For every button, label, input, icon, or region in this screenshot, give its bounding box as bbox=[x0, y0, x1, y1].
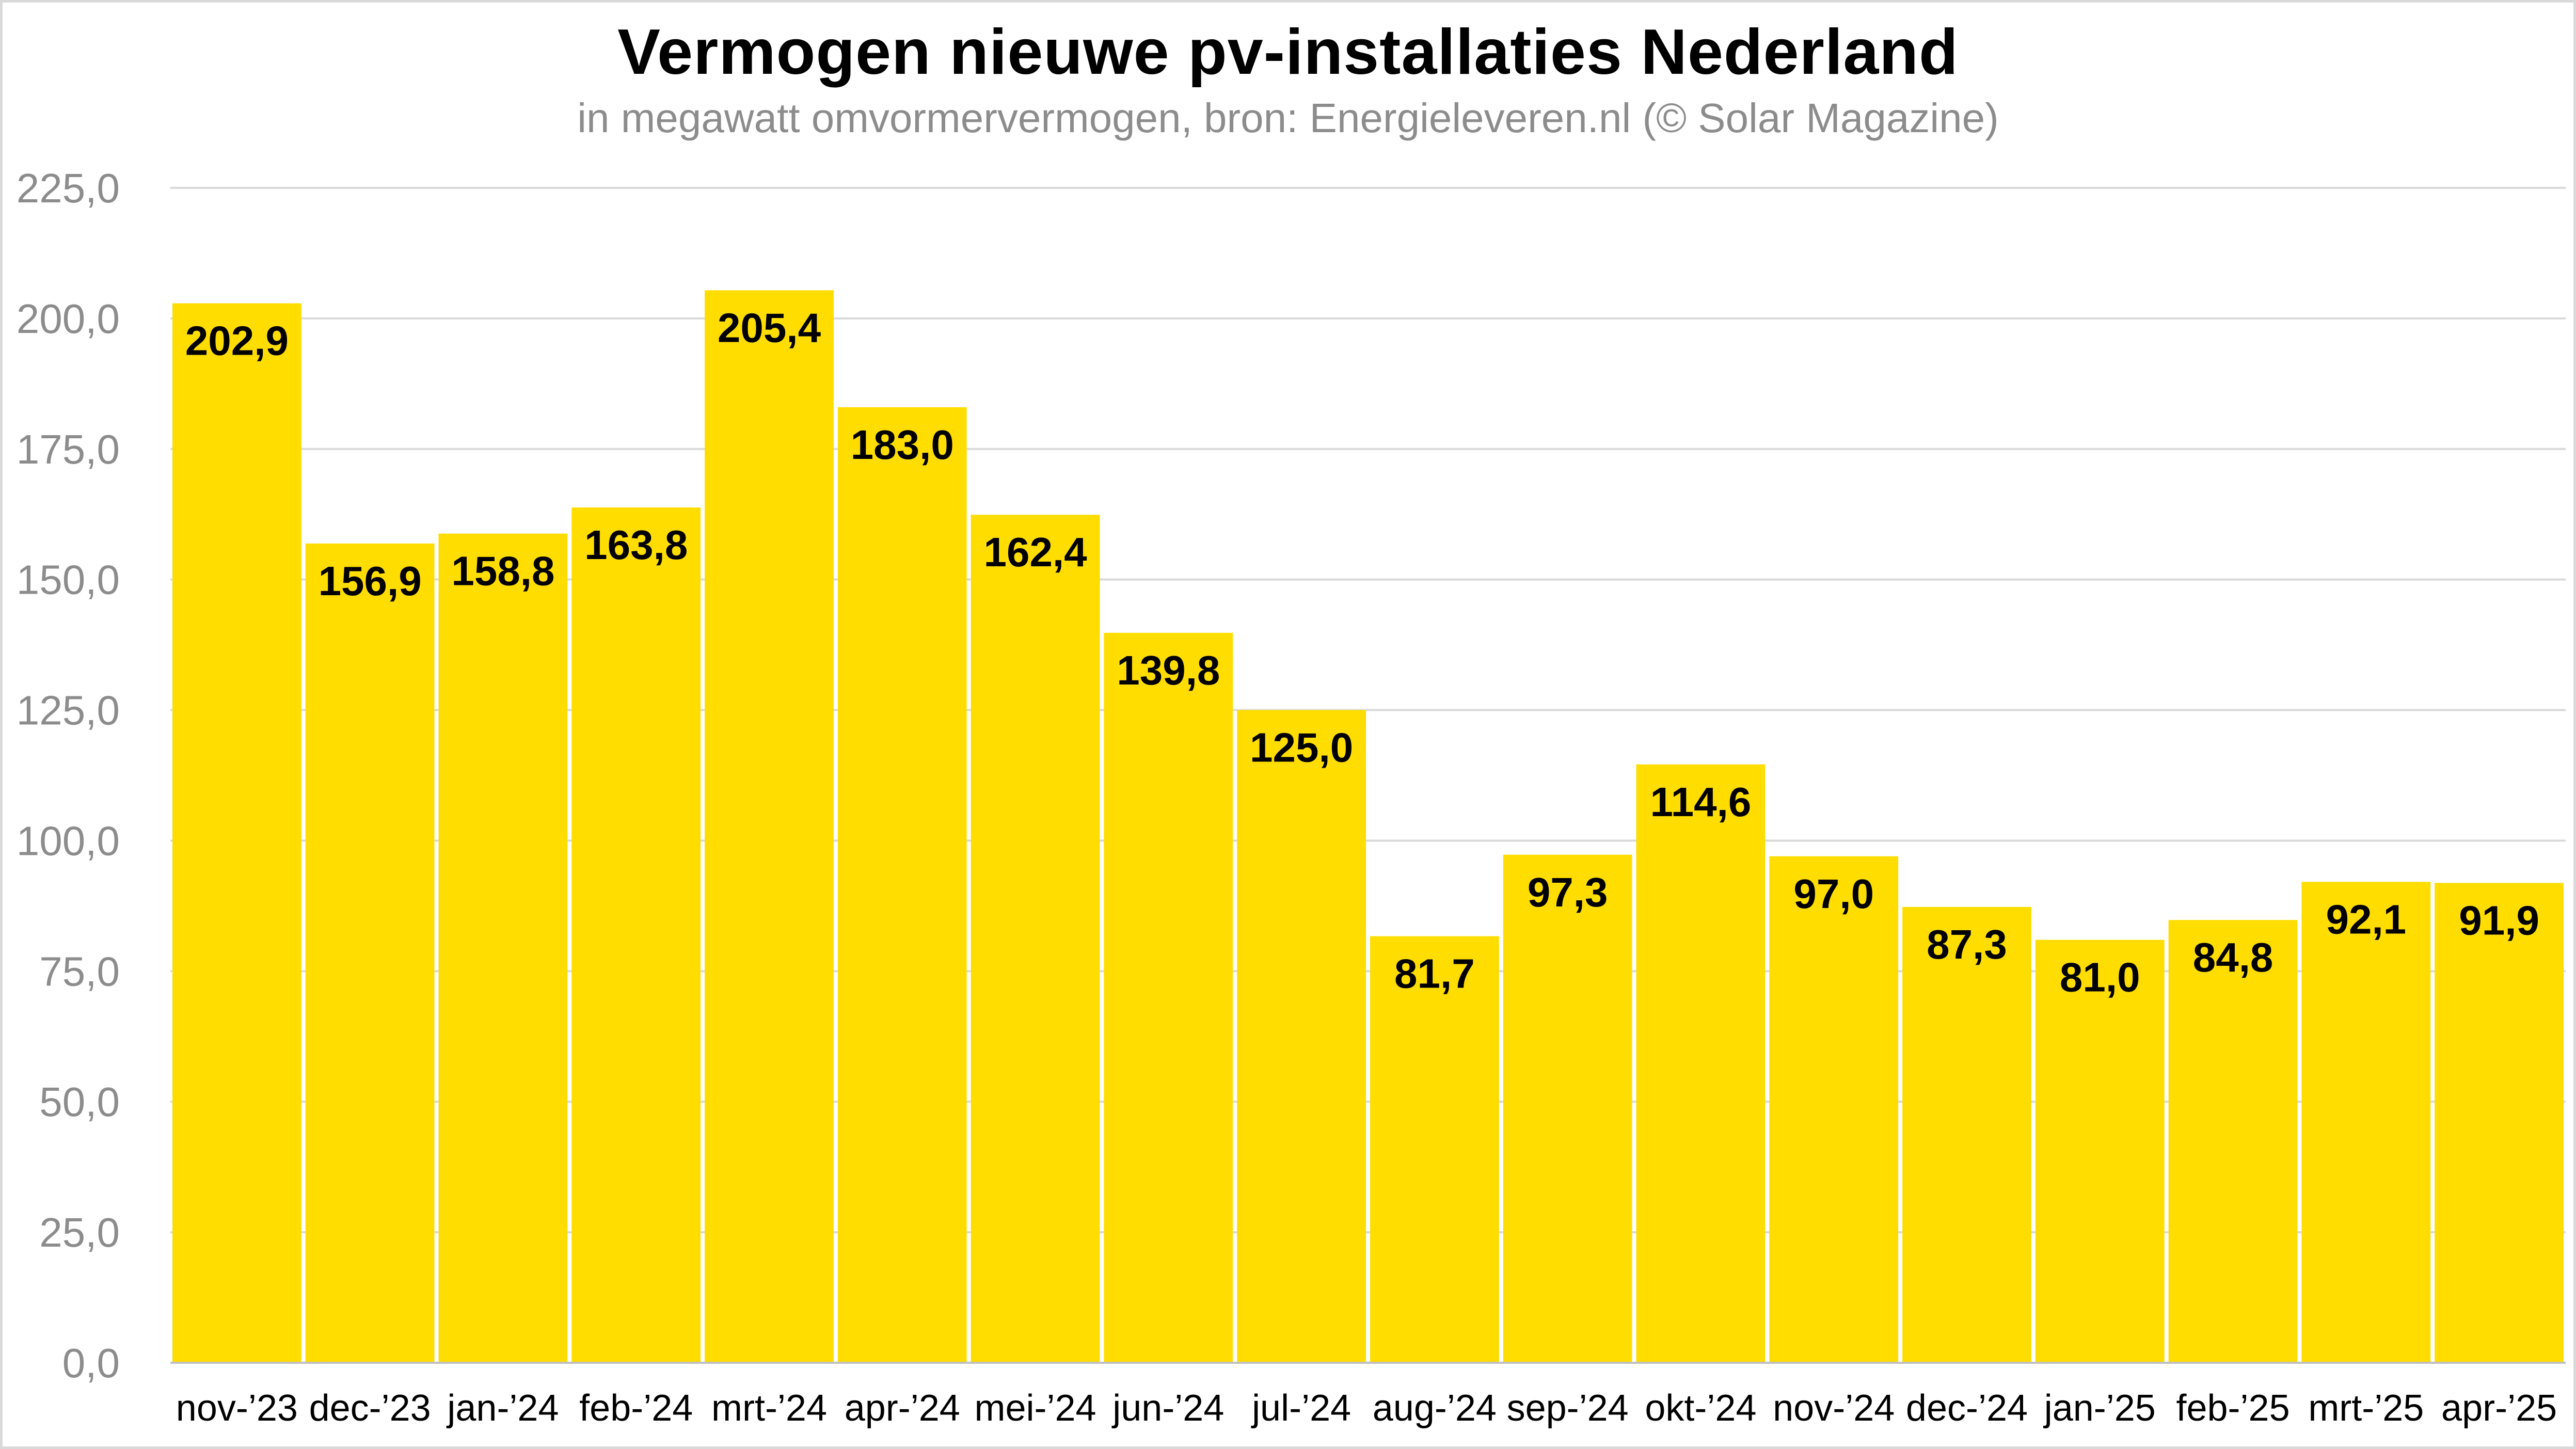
x-tick-label: mrt-’25 bbox=[2308, 1388, 2424, 1429]
gridlines bbox=[170, 187, 2566, 1234]
x-tick-label: dec-’24 bbox=[1906, 1388, 2028, 1429]
bar bbox=[837, 407, 967, 1363]
x-tick-label: dec-’23 bbox=[309, 1388, 431, 1429]
bars bbox=[172, 290, 2564, 1363]
data-label: 162,4 bbox=[983, 529, 1087, 575]
y-tick-label: 0,0 bbox=[62, 1340, 120, 1386]
labels: 0,0 25,0 50,0 75,0 100,0 125,0 150,0 175,0 200,0… bbox=[17, 165, 2557, 1429]
x-tick-label: feb-’24 bbox=[579, 1388, 693, 1429]
bar bbox=[1636, 764, 1766, 1363]
data-label: 81,7 bbox=[1394, 951, 1475, 997]
x-tick-label: sep-’24 bbox=[1507, 1388, 1629, 1429]
y-tick-label: 125,0 bbox=[17, 688, 120, 734]
y-tick-label: 175,0 bbox=[17, 426, 120, 472]
y-tick-label: 100,0 bbox=[17, 818, 120, 864]
data-label: 97,3 bbox=[1528, 869, 1608, 915]
x-tick-label: mei-’24 bbox=[975, 1388, 1096, 1429]
x-tick-label: feb-’25 bbox=[2176, 1388, 2289, 1429]
data-label: 125,0 bbox=[1250, 725, 1353, 771]
x-tick-label: jan-’24 bbox=[446, 1388, 559, 1429]
y-tick-label: 200,0 bbox=[17, 296, 120, 342]
data-label: 81,0 bbox=[2060, 954, 2140, 1000]
x-tick-label: jul-’24 bbox=[1251, 1388, 1351, 1429]
data-label: 87,3 bbox=[1927, 921, 2007, 967]
bar bbox=[971, 515, 1100, 1363]
x-tick-label: nov-’24 bbox=[1773, 1388, 1895, 1429]
data-label: 205,4 bbox=[718, 305, 821, 351]
data-label: 92,1 bbox=[2326, 896, 2406, 942]
bar bbox=[1902, 906, 2031, 1363]
data-label: 202,9 bbox=[185, 318, 289, 364]
bar bbox=[571, 507, 701, 1363]
x-tick-label: apr-’25 bbox=[2441, 1388, 2557, 1429]
y-tick-label: 50,0 bbox=[39, 1079, 120, 1125]
chart-title: Vermogen nieuwe pv-installaties Nederlan… bbox=[617, 17, 1959, 88]
data-label: 158,8 bbox=[451, 548, 554, 594]
bar bbox=[2035, 940, 2165, 1363]
x-tick-label: jan-’25 bbox=[2043, 1388, 2156, 1429]
bar bbox=[2168, 920, 2298, 1363]
y-tick-label: 150,0 bbox=[17, 557, 120, 603]
x-tick-label: nov-’23 bbox=[176, 1388, 298, 1429]
data-label: 97,0 bbox=[1793, 871, 1874, 917]
bar bbox=[438, 533, 568, 1363]
data-label: 183,0 bbox=[851, 422, 954, 468]
data-label: 139,8 bbox=[1117, 647, 1220, 693]
data-label: 156,9 bbox=[319, 558, 422, 604]
data-label: 114,6 bbox=[1650, 779, 1752, 825]
y-tick-label: 225,0 bbox=[17, 165, 120, 211]
bar bbox=[705, 290, 834, 1363]
data-label: 84,8 bbox=[2193, 934, 2273, 980]
bar bbox=[2435, 883, 2564, 1363]
y-tick-label: 75,0 bbox=[39, 948, 120, 994]
x-tick-label: apr-’24 bbox=[845, 1388, 960, 1429]
chart-subtitle: in megawatt omvormervermogen, bron: Ener… bbox=[577, 95, 1999, 141]
x-tick-label: jun-’24 bbox=[1111, 1388, 1224, 1429]
x-tick-label: mrt-’24 bbox=[711, 1388, 827, 1429]
data-label: 163,8 bbox=[584, 522, 688, 568]
x-tick-label: aug-’24 bbox=[1373, 1388, 1497, 1429]
bar bbox=[172, 303, 301, 1363]
bar bbox=[305, 543, 435, 1363]
data-label: 91,9 bbox=[2459, 897, 2539, 943]
x-tick-label: okt-’24 bbox=[1645, 1388, 1756, 1429]
bar bbox=[2301, 882, 2431, 1363]
bar bbox=[1503, 854, 1632, 1363]
y-tick-label: 25,0 bbox=[39, 1209, 120, 1255]
bar bbox=[1237, 710, 1366, 1363]
bar bbox=[1370, 936, 1499, 1363]
bar bbox=[1104, 632, 1233, 1363]
bar bbox=[1769, 856, 1899, 1363]
